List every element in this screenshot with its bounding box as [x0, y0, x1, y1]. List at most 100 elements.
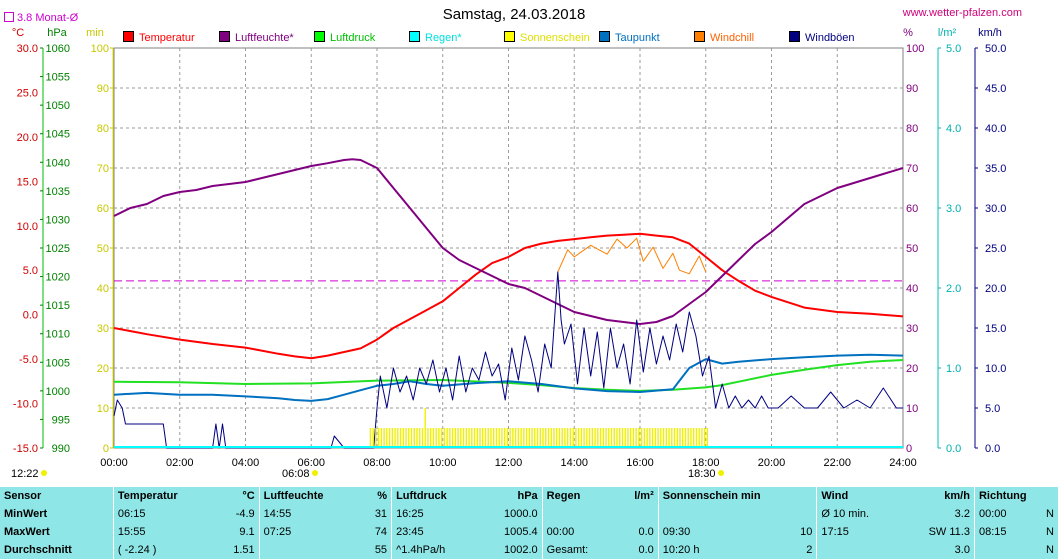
humidity-tick-label: 70	[906, 163, 918, 175]
pressure-tick-label: 1040	[46, 157, 70, 169]
legend-swatch	[504, 31, 515, 42]
sun-tick-label: 90	[97, 83, 109, 95]
x-tick-label: 16:00	[626, 457, 654, 469]
header-rain: Regen	[541, 487, 617, 505]
stats-header-row: Sensor Temperatur °C Luftfeuchte % Luftd…	[0, 487, 1058, 505]
legend-swatch	[694, 31, 705, 42]
rain-tick-label: 2.0	[946, 283, 961, 295]
temp-tick-label: 15.0	[17, 176, 38, 188]
temp-tick-label: 25.0	[17, 87, 38, 99]
legend-item-windchill: Windchill	[694, 31, 754, 44]
sun-tick-label: 80	[97, 123, 109, 135]
pressure-tick-label: 1050	[46, 100, 70, 112]
x-tick-label: 00:00	[100, 457, 128, 469]
sun-tick-label: 20	[97, 363, 109, 375]
wind-tick-label: 10.0	[985, 363, 1006, 375]
x-tick-label: 12:00	[495, 457, 523, 469]
pressure-tick-label: 1015	[46, 300, 70, 312]
humidity-unit-label: %	[903, 27, 913, 39]
temp-tick-label: -5.0	[19, 354, 38, 366]
pressure-tick-label: 1035	[46, 186, 70, 198]
sun-tick-label: 50	[97, 243, 109, 255]
x-tick-label: 02:00	[166, 457, 194, 469]
legend-item-rain: Regen*	[409, 31, 462, 44]
legend-swatch	[123, 31, 134, 42]
humidity-tick-label: 60	[906, 203, 918, 215]
sun-tick-label: 60	[97, 203, 109, 215]
series-line-taupunkt	[113, 353, 904, 402]
sun-icon	[311, 470, 318, 476]
sun-tick-label: 70	[97, 163, 109, 175]
temp-unit-label: °C	[12, 27, 24, 39]
temp-tick-label: 0.0	[23, 310, 38, 322]
header-humidity: Luftfeuchte	[258, 487, 361, 505]
header-sensor: Sensor	[4, 490, 42, 502]
x-tick-label: 06:00	[297, 457, 325, 469]
humidity-tick-label: 90	[906, 83, 918, 95]
header-humidity-unit: %	[377, 490, 388, 502]
humidity-tick-label: 50	[906, 243, 918, 255]
rain-unit-label: l/m²	[938, 27, 957, 39]
sunset-marker: 18:30	[688, 468, 724, 480]
legend-swatch	[409, 31, 420, 42]
wind-unit-label: km/h	[978, 27, 1002, 39]
legend-swatch	[599, 31, 610, 42]
humidity-tick-label: 30	[906, 323, 918, 335]
x-tick-label: 20:00	[758, 457, 786, 469]
rain-tick-label: 5.0	[946, 43, 961, 55]
legend-item-pressure: Luftdruck	[314, 31, 375, 44]
header-wind: Wind	[816, 487, 901, 505]
page-title: Samstag, 24.03.2018	[442, 6, 586, 23]
x-tick-label: 24:00	[889, 457, 917, 469]
wind-tick-label: 30.0	[985, 203, 1006, 215]
wind-tick-label: 15.0	[985, 323, 1006, 335]
sun-unit-label: min	[86, 27, 104, 39]
pressure-tick-label: 990	[52, 443, 70, 455]
rain-tick-label: 4.0	[946, 123, 961, 135]
sunshine-bars	[369, 408, 709, 448]
statistics-table: Sensor Temperatur °C Luftfeuchte % Luftd…	[0, 487, 1058, 559]
rain-tick-label: 0.0	[946, 443, 961, 455]
cloud-icon	[40, 470, 47, 476]
legend-swatch	[314, 31, 325, 42]
temp-tick-label: -15.0	[13, 443, 38, 455]
temp-tick-label: 30.0	[17, 43, 38, 55]
sun-tick-label: 10	[97, 403, 109, 415]
pressure-tick-label: 1000	[46, 386, 70, 398]
pressure-tick-label: 1025	[46, 243, 70, 255]
chart-series	[113, 158, 904, 449]
pressure-tick-label: 1005	[46, 357, 70, 369]
humidity-tick-label: 10	[906, 403, 918, 415]
stats-row-min: MinWert 06:15 -4.9 14:55 31 16:25 1000.0…	[0, 505, 1058, 523]
header-wind-unit: km/h	[944, 490, 970, 502]
legend-item-sunshine: Sonnenschein	[504, 31, 590, 44]
sun-tick-label: 40	[97, 283, 109, 295]
pressure-tick-label: 1045	[46, 129, 70, 141]
pressure-tick-label: 995	[52, 414, 70, 426]
series-line-temperatur	[113, 232, 904, 360]
header-pressure-unit: hPa	[517, 490, 538, 502]
sun-tick-label: 30	[97, 323, 109, 335]
chart-grid	[113, 47, 904, 449]
humidity-tick-label: 80	[906, 123, 918, 135]
header-direction: Richtung	[973, 487, 1058, 505]
header-temp-unit: °C	[242, 490, 255, 502]
temp-tick-label: -10.0	[13, 399, 38, 411]
wind-tick-label: 0.0	[985, 443, 1000, 455]
website-link[interactable]: www.wetter-pfalzen.com	[902, 7, 1022, 19]
temp-tick-label: 20.0	[17, 132, 38, 144]
x-tick-label: 18:00	[692, 457, 720, 469]
pressure-tick-label: 1030	[46, 214, 70, 226]
x-tick-label: 10:00	[429, 457, 457, 469]
pressure-tick-label: 1010	[46, 329, 70, 341]
sun-tick-label: 0	[103, 443, 109, 455]
stats-row-max: MaxWert 15:55 9.1 07:25 74 23:45 1005.4 …	[0, 523, 1058, 541]
humidity-tick-label: 0	[906, 443, 912, 455]
series-line-luftdruck	[113, 359, 904, 392]
x-tick-label: 04:00	[232, 457, 260, 469]
current-time-marker: 12:22	[11, 468, 47, 480]
legend-item-temperature: Temperatur	[123, 31, 195, 44]
rain-tick-label: 3.0	[946, 203, 961, 215]
pressure-tick-label: 1055	[46, 72, 70, 84]
legend-swatch	[789, 31, 800, 42]
